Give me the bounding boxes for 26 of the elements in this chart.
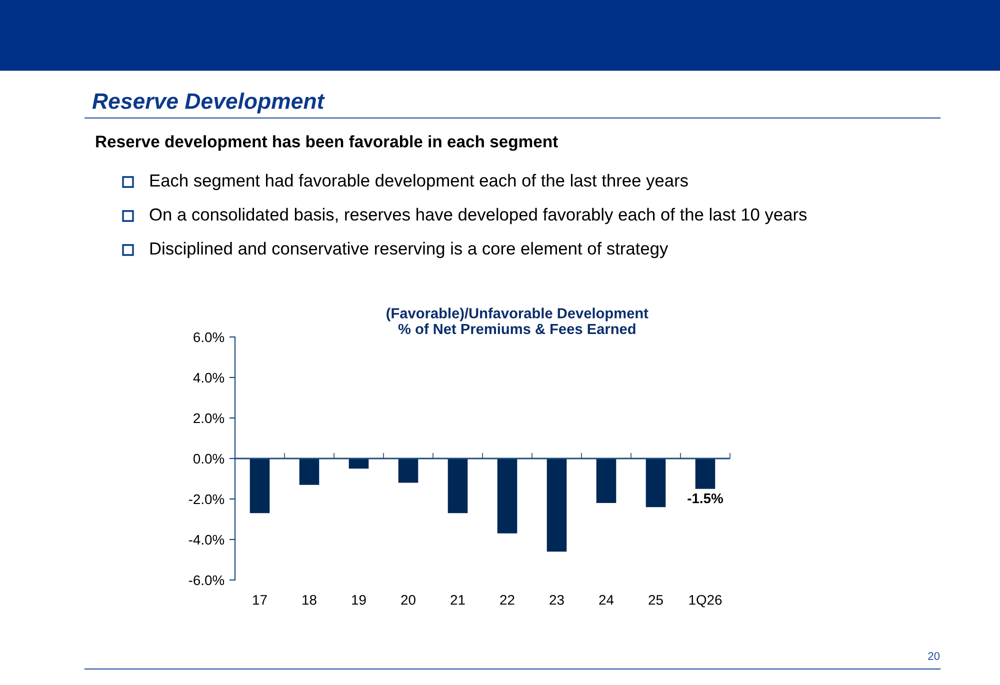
- chart-subtitle: % of Net Premiums & Fees Earned: [398, 323, 636, 334]
- y-tick-label: -6.0%: [188, 575, 224, 586]
- x-tick-label: 25: [648, 594, 663, 605]
- y-tick-label: -2.0%: [188, 494, 224, 504]
- y-tick-label: 2.0%: [194, 413, 224, 424]
- text: Reserve development has been favorable in each segment: [96, 135, 558, 151]
- x-tick-label: 18: [302, 594, 316, 605]
- data-label: -1.5%: [688, 493, 724, 504]
- x-tick-label: 1Q26: [689, 594, 722, 608]
- text: Disciplined and conservative reserving is a core element of strategy: [150, 242, 668, 258]
- x-tick-label: 24: [599, 594, 614, 605]
- x-tick-label: 17: [253, 595, 267, 605]
- y-tick-label: 6.0%: [194, 332, 224, 342]
- y-tick-label: 0.0%: [193, 454, 224, 464]
- x-tick-label: 21: [450, 594, 465, 605]
- y-tick-label: -4.0%: [188, 534, 224, 545]
- text: On a consolidated basis, reserves have developed favorably each of the last 10 years: [150, 208, 807, 224]
- y-tick-label: 4.0%: [193, 372, 224, 383]
- text: Each segment had favorable development each of the last three years: [150, 174, 688, 190]
- x-tick-label: 23: [550, 594, 564, 605]
- x-tick-label: 20: [401, 594, 416, 605]
- x-tick-label: 19: [352, 594, 366, 605]
- text: Reserve Development: [92, 92, 325, 114]
- text: 20: [928, 652, 940, 660]
- x-tick-label: 22: [500, 594, 514, 605]
- chart-title: (Favorable)/Unfavorable Development: [386, 308, 648, 322]
